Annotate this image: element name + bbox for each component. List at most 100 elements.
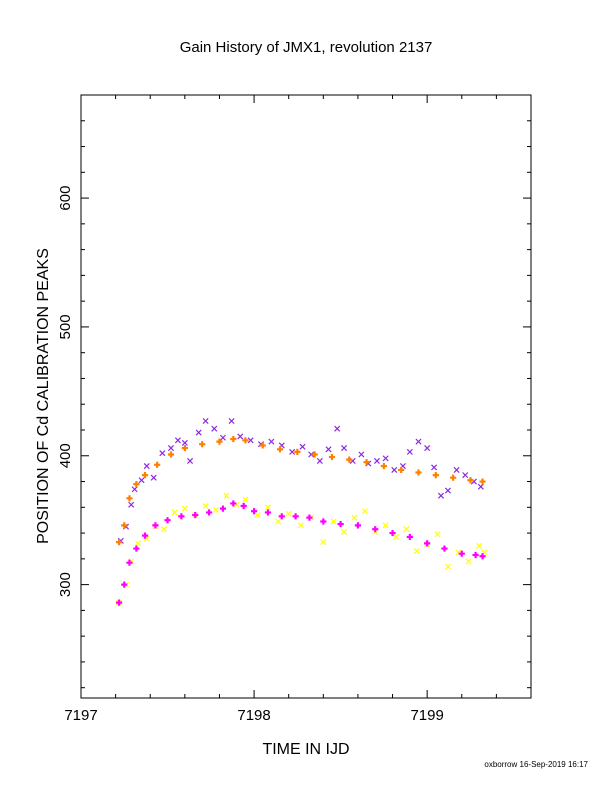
data-point — [406, 533, 413, 541]
data-point — [358, 451, 365, 458]
data-point — [372, 526, 379, 533]
data-point — [389, 529, 396, 537]
data-point — [306, 514, 313, 521]
data-point — [308, 451, 315, 458]
data-point — [264, 509, 272, 516]
data-point — [424, 540, 431, 547]
data-point — [285, 510, 292, 517]
data-point — [382, 455, 389, 462]
data-point — [131, 486, 138, 493]
data-point — [121, 522, 128, 529]
y-tick-label: 500 — [57, 314, 74, 339]
data-point — [167, 451, 175, 458]
data-point — [363, 459, 370, 466]
data-point — [141, 532, 149, 539]
data-point — [432, 471, 439, 479]
x-tick-label: 7198 — [237, 707, 270, 724]
data-point — [444, 487, 451, 494]
data-point — [479, 478, 486, 485]
data-point — [259, 442, 266, 449]
data-point — [341, 528, 348, 535]
data-point — [334, 425, 341, 432]
data-point — [178, 513, 185, 520]
data-point — [242, 496, 249, 503]
data-point — [467, 477, 474, 484]
data-point — [424, 445, 431, 452]
data-point — [382, 522, 389, 529]
data-point — [406, 448, 413, 455]
data-point — [254, 512, 261, 519]
data-point — [415, 469, 422, 476]
data-point — [276, 446, 284, 453]
chart-title: Gain History of JMX1, revolution 2137 — [180, 39, 433, 56]
data-point — [346, 456, 353, 463]
data-point — [143, 463, 150, 470]
data-point — [320, 539, 327, 546]
data-point — [181, 505, 188, 512]
data-point — [115, 538, 123, 546]
data-point — [223, 492, 230, 499]
series-2 — [116, 492, 488, 606]
data-point — [398, 466, 405, 474]
data-point — [437, 492, 445, 499]
data-point — [211, 425, 218, 432]
data-point — [115, 599, 123, 606]
y-tick-label: 400 — [57, 443, 74, 468]
data-point — [415, 438, 422, 445]
data-point — [444, 563, 451, 570]
data-point — [228, 417, 235, 425]
data-point — [337, 520, 344, 528]
series-3 — [115, 500, 486, 606]
data-point — [472, 551, 479, 559]
data-point — [325, 446, 332, 453]
data-point — [462, 472, 469, 479]
y-axis-title: POSITION OF Cd CALIBRATION PEAKS — [35, 248, 52, 544]
data-point — [320, 518, 327, 525]
data-point — [247, 437, 254, 444]
data-point — [351, 514, 358, 521]
data-point — [373, 457, 380, 464]
data-point — [195, 429, 202, 436]
data-point — [199, 441, 206, 448]
data-point — [458, 550, 465, 557]
data-point — [159, 450, 166, 457]
data-point — [171, 509, 178, 516]
tick-labels: 7197 7198 7199 300 400 500 600 — [57, 186, 444, 724]
data-point — [392, 533, 400, 540]
data-point — [126, 495, 133, 502]
data-point — [294, 448, 301, 456]
data-point — [391, 466, 398, 473]
data-point — [476, 542, 483, 549]
data-point — [330, 518, 337, 525]
data-point — [230, 435, 237, 443]
data-point — [219, 505, 227, 512]
series-1 — [115, 435, 486, 546]
footer-credit: oxborrow 16-Sep-2019 16:17 — [484, 760, 588, 769]
data-point — [275, 518, 282, 525]
axis-ticks — [80, 94, 532, 698]
data-point — [187, 457, 194, 464]
data-point — [192, 511, 199, 519]
data-point — [453, 466, 460, 473]
data-point — [216, 438, 223, 445]
data-point — [161, 526, 168, 533]
data-point — [212, 506, 220, 513]
y-tick-label: 300 — [57, 572, 74, 597]
data-point — [431, 464, 438, 471]
data-point — [434, 531, 441, 538]
data-point — [441, 545, 448, 552]
data-point — [250, 508, 258, 515]
data-point — [126, 559, 133, 566]
x-axis-title: TIME IN IJD — [262, 741, 349, 758]
y-tick-label: 600 — [57, 186, 74, 211]
data-point — [465, 558, 472, 565]
data-point — [354, 522, 362, 529]
data-point — [292, 513, 299, 520]
plot-frame — [80, 94, 532, 699]
data-point — [154, 461, 161, 468]
data-point — [361, 508, 368, 515]
data-point — [479, 553, 486, 560]
data-point — [299, 443, 306, 450]
data-point — [167, 445, 175, 452]
